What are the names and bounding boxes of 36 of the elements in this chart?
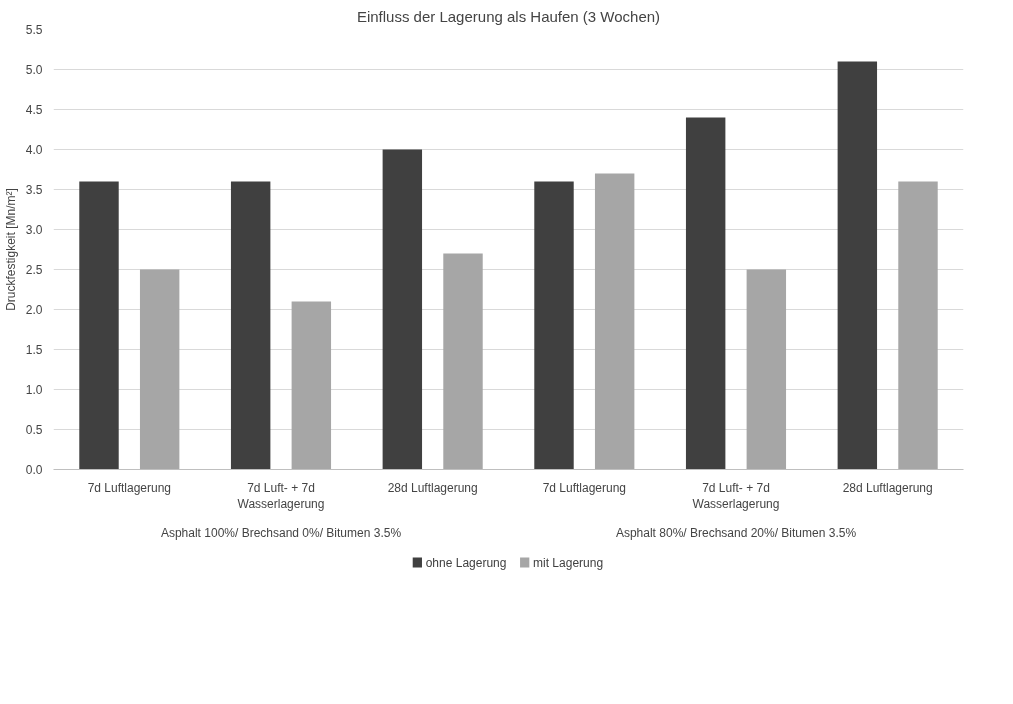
x-tick-label: 28d Luftlagerung	[387, 480, 478, 495]
text: Asphalt 80%/ Brechsand 20%/ Bitumen 3.5%	[615, 525, 857, 540]
bar	[79, 181, 119, 470]
y-tick-label: 5.0	[25, 63, 43, 77]
y-tick-label: 1.5	[25, 343, 43, 357]
bar	[291, 301, 332, 470]
y-tick-label: 2.5	[25, 263, 43, 277]
y-tick-label: 5.5	[25, 23, 43, 37]
bar	[746, 269, 787, 470]
y-tick-label: 3.0	[25, 223, 43, 237]
x-tick-label: 7d Luft- + 7d Wasserlagerung	[237, 480, 325, 512]
y-tick-label: 3.5	[25, 183, 43, 197]
legend-label: ohne Lagerung	[425, 555, 507, 570]
bar	[443, 253, 483, 470]
y-axis-title: Druckfestigkeit [Mn/m²]	[3, 188, 18, 311]
bar	[139, 269, 180, 470]
bar	[594, 173, 635, 470]
bar	[534, 181, 574, 470]
bar	[837, 61, 878, 470]
y-tick-label: 0.5	[25, 423, 43, 437]
y-tick-label: 4.5	[25, 103, 43, 117]
y-tick-label: 1.0	[25, 383, 43, 397]
x-tick-label: 7d Luftlagerung	[542, 480, 627, 495]
bar	[382, 149, 423, 470]
x-tick-label: 7d Luft- + 7d Wasserlagerung	[692, 480, 780, 512]
bar	[898, 181, 938, 470]
y-tick-label: 4.0	[25, 143, 43, 157]
text: Asphalt 100%/ Brechsand 0%/ Bitumen 3.5%	[160, 525, 402, 540]
chart-title: Einfluss der Lagerung als Haufen (3 Wochen)	[356, 7, 661, 25]
y-tick-label: 2.0	[25, 303, 43, 317]
x-tick-label: 28d Luftlagerung	[842, 480, 933, 495]
x-tick-label: 7d Luftlagerung	[87, 480, 172, 495]
y-tick-label: 0.0	[25, 463, 43, 477]
bar	[685, 117, 726, 470]
bar	[230, 181, 271, 470]
legend-label: mit Lagerung	[533, 555, 604, 570]
